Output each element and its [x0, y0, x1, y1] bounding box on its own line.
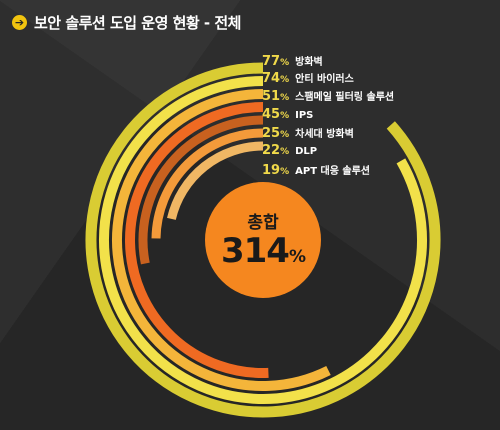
data-value: 45	[262, 107, 281, 122]
data-label: 25%	[262, 126, 289, 141]
category-label: 방화벽	[295, 57, 323, 68]
legend-row: 45% IPS	[262, 107, 313, 125]
data-label: 19%	[262, 163, 289, 178]
data-label: 74%	[262, 71, 289, 86]
data-unit: %	[280, 93, 290, 103]
data-label: 51%	[262, 89, 289, 104]
data-unit: %	[280, 147, 290, 157]
arc-7	[167, 141, 264, 220]
chart-title: 보안 솔루션 도입 운영 현황 - 전체	[34, 13, 241, 32]
arc-5	[138, 115, 264, 265]
total-unit: %	[288, 246, 306, 267]
arrow-right-circle-icon: ➔	[12, 14, 27, 30]
data-value: 25	[262, 126, 281, 141]
legend-row: 19% APT 대응 솔루션	[262, 162, 370, 180]
data-value: 51	[262, 89, 281, 104]
legend-row: 25% 차세대 방화벽	[262, 125, 354, 143]
data-unit: %	[280, 58, 290, 68]
data-label: 77%	[262, 54, 289, 69]
total-label: 총합	[247, 212, 279, 233]
data-value: 19	[262, 163, 281, 178]
data-unit: %	[280, 111, 290, 121]
category-label: APT 대응 솔루션	[295, 166, 370, 177]
category-label: DLP	[295, 146, 318, 157]
chart-header: ➔ 보안 솔루션 도입 운영 현황 - 전체	[12, 10, 241, 34]
arc-3	[112, 89, 331, 391]
data-label: 45%	[262, 107, 289, 122]
legend-row: 74% 안티 바이러스	[262, 70, 354, 88]
total-circle: 총합 314%	[205, 182, 321, 298]
category-label: 안티 바이러스	[295, 74, 354, 85]
data-unit: %	[280, 75, 290, 85]
category-label: 스팸메일 필터링 솔루션	[295, 92, 395, 103]
total-value: 314%	[220, 230, 306, 275]
data-unit: %	[280, 130, 290, 140]
legend-row: 51% 스팸메일 필터링 솔루션	[262, 88, 394, 106]
arc-1	[85, 62, 441, 418]
data-unit: %	[280, 167, 290, 177]
category-label: IPS	[295, 110, 314, 121]
total-number: 314	[220, 230, 290, 271]
legend-row: 77% 방화벽	[262, 53, 323, 71]
legend-row: 22% DLP	[262, 143, 317, 161]
data-value: 77	[262, 54, 281, 69]
arc-6	[151, 128, 264, 239]
data-label: 22%	[262, 143, 289, 158]
arc-4	[125, 102, 269, 378]
data-value: 74	[262, 71, 281, 86]
data-value: 22	[262, 143, 281, 158]
category-label: 차세대 방화벽	[295, 129, 354, 140]
arc-2	[99, 76, 427, 404]
